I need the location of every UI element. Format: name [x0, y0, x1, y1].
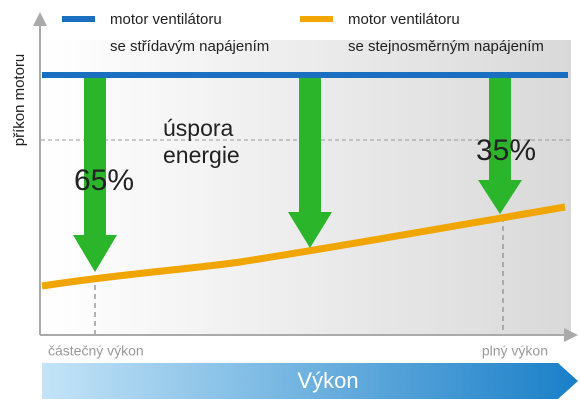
legend-text: se stejnosměrným napájením [348, 38, 544, 55]
annotation: energie [163, 142, 240, 168]
x-label: částečný výkon [48, 343, 144, 359]
saving-arrow [73, 78, 117, 272]
legend-text: motor ventilátoru [110, 11, 222, 28]
saving-arrow [288, 78, 332, 248]
legend-swatch [62, 16, 95, 22]
percent-label: 65% [74, 164, 134, 197]
legend-text: motor ventilátoru [348, 11, 460, 28]
percent-label: 35% [476, 134, 536, 167]
y-axis-label: příkon motoru [11, 54, 28, 147]
y-axis-arrow [33, 12, 47, 26]
x-axis-arrow [564, 328, 578, 342]
annotation: úspora [163, 115, 234, 141]
x-label: plný výkon [482, 343, 548, 359]
saving-arrow [478, 78, 522, 214]
ac-line [42, 72, 568, 78]
dc-curve [41, 203, 566, 290]
legend-text: se střídavým napájením [110, 38, 269, 55]
x-axis-title: Výkon [297, 368, 358, 393]
legend-swatch [300, 16, 333, 22]
power-arrow [42, 363, 578, 399]
